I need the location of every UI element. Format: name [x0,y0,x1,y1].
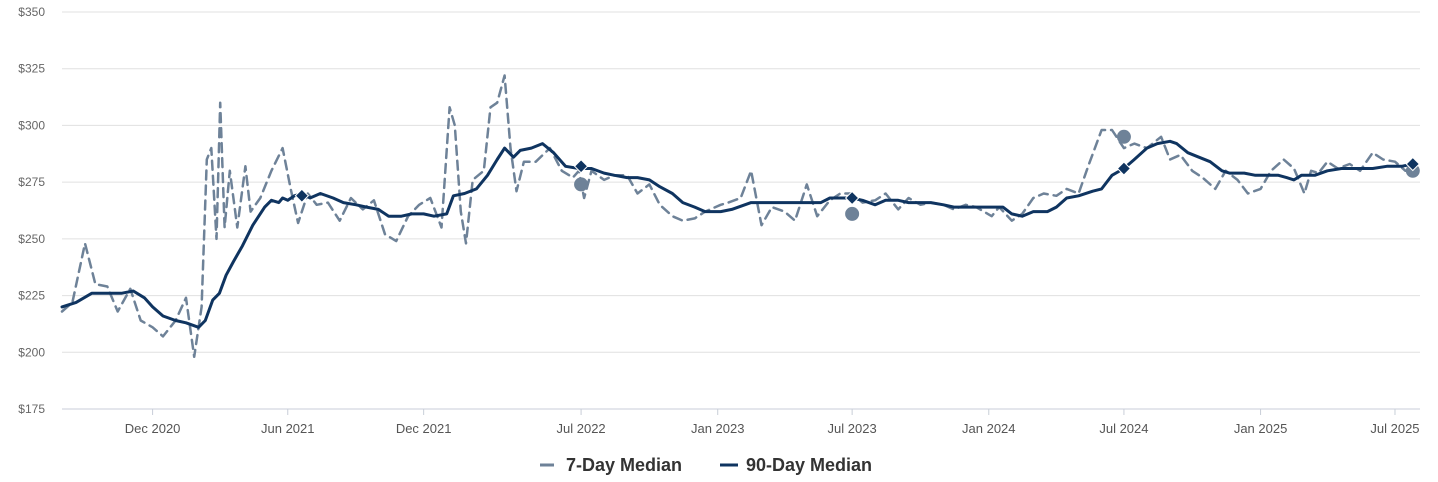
x-tick-label: Jul 2025 [1370,421,1419,436]
y-tick-label: $300 [18,118,45,132]
marker-90-day-diamond[interactable] [1116,161,1132,176]
legend-7-day-label[interactable]: 7-Day Median [566,455,682,475]
legend: 7-Day Median 90-Day Median [540,455,872,475]
y-tick-label: $275 [18,175,45,189]
y-tick-label: $200 [18,345,45,359]
y-tick-label: $250 [18,232,45,246]
marker-90-day-diamond[interactable] [294,188,310,203]
marker-7-day-circle[interactable] [845,206,860,221]
y-tick-label: $350 [18,5,45,19]
legend-90-day-label[interactable]: 90-Day Median [746,455,872,475]
x-tick-label: Jun 2021 [261,421,315,436]
series-line-90-day-median[interactable] [60,139,1415,329]
marker-90-day-diamond[interactable] [1405,156,1421,172]
x-tick-label: Jul 2022 [557,421,606,436]
marker-layer [294,129,1421,221]
series-line-7-day-median[interactable] [60,74,1415,359]
x-tick-label: Jan 2025 [1234,421,1288,436]
x-tick-label: Jul 2024 [1099,421,1148,436]
series-layer [60,74,1415,359]
y-tick-label: $175 [18,402,45,416]
x-tick-label: Jul 2023 [828,421,877,436]
y-tick-label: $325 [18,62,45,76]
x-tick-label: Dec 2020 [125,421,181,436]
marker-7-day-circle[interactable] [574,177,589,192]
axis-layer: $175 $200 $225 $250 $275 $300 $325 $350 Dec 2020… [18,5,1420,436]
y-tick-label: $225 [18,289,45,303]
marker-7-day-circle[interactable] [1116,129,1131,144]
x-tick-label: Jan 2023 [691,421,745,436]
marker-90-day-diamond[interactable] [573,159,589,174]
x-tick-label: Dec 2021 [396,421,452,436]
marker-90-day-diamond[interactable] [844,190,860,206]
x-tick-label: Jan 2024 [962,421,1016,436]
